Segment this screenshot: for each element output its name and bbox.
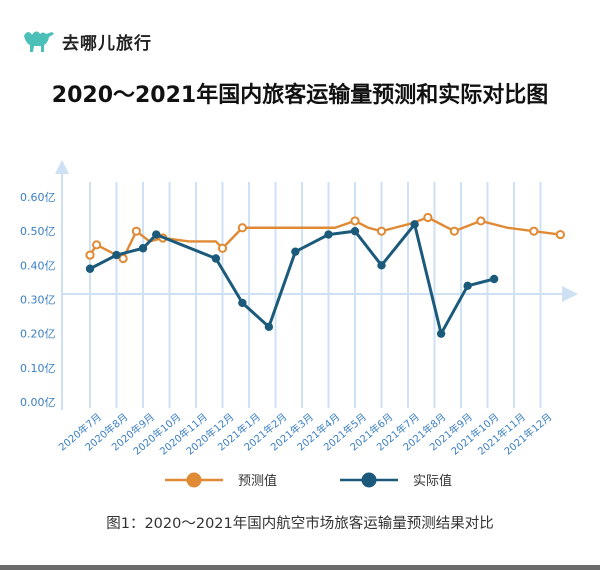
data-point-forecast xyxy=(217,243,228,253)
legend-label-actual: 实际值 xyxy=(413,473,452,489)
data-point-actual xyxy=(152,230,161,239)
data-point-forecast xyxy=(423,212,433,223)
data-point-actual xyxy=(324,230,333,239)
y-axis-arrow-icon xyxy=(55,160,69,174)
data-point-forecast xyxy=(555,229,565,240)
data-point-forecast xyxy=(476,216,486,226)
data-point-actual xyxy=(350,226,360,236)
data-point-forecast xyxy=(529,226,539,236)
y-tick-label: 0.10亿 xyxy=(20,362,56,375)
legend-marker-forecast xyxy=(186,472,202,488)
y-tick-label: 0.00亿 xyxy=(20,396,56,409)
data-point-actual xyxy=(410,220,419,229)
brand-name: 去哪儿旅行 xyxy=(62,33,152,54)
y-tick-label: 0.60亿 xyxy=(20,191,56,204)
y-tick-label: 0.50亿 xyxy=(20,225,56,238)
data-point-actual xyxy=(211,254,221,263)
legend-label-forecast: 预测值 xyxy=(238,473,277,489)
x-axis-ticks: 2020年7月2020年8月2020年9月2020年10月2020年11月202… xyxy=(56,410,555,457)
data-point-actual xyxy=(436,329,446,338)
data-point-actual xyxy=(291,247,300,256)
data-point-forecast xyxy=(237,223,247,233)
data-point-actual xyxy=(112,250,121,260)
brand-logo: 去哪儿旅行 xyxy=(22,26,152,56)
y-axis-ticks: 0.00亿 0.10亿 0.20亿 0.30亿 0.40亿 0.50亿 0.60亿 xyxy=(20,191,56,409)
series xyxy=(85,212,565,338)
data-point-actual xyxy=(238,298,247,308)
legend: 预测值 实际值 xyxy=(165,472,452,489)
data-point-forecast xyxy=(449,226,459,236)
data-point-actual xyxy=(489,274,499,284)
data-point-forecast xyxy=(376,226,387,236)
data-point-forecast xyxy=(85,250,95,260)
camel-logo-icon xyxy=(24,31,54,52)
grid xyxy=(55,160,578,410)
line-chart: 0.00亿 0.10亿 0.20亿 0.30亿 0.40亿 0.50亿 0.60亿 2020… xyxy=(20,160,578,489)
data-point-forecast xyxy=(131,226,141,236)
bottom-divider xyxy=(0,565,600,570)
data-point-actual xyxy=(377,261,386,270)
y-tick-label: 0.30亿 xyxy=(20,294,56,307)
data-point-forecast xyxy=(118,253,128,264)
y-tick-label: 0.20亿 xyxy=(20,328,56,341)
legend-marker-actual xyxy=(361,472,377,488)
figure-caption: 图1：2020～2021年国内航空市场旅客运输量预测结果对比 xyxy=(106,516,494,532)
y-tick-label: 0.40亿 xyxy=(20,259,56,272)
data-point-actual xyxy=(264,322,274,332)
data-point-forecast xyxy=(350,216,360,226)
data-point-actual xyxy=(463,281,472,291)
data-point-actual xyxy=(138,244,148,253)
data-point-actual xyxy=(85,264,95,273)
chart-title: 2020～2021年国内旅客运输量预测和实际对比图 xyxy=(51,83,549,108)
x-axis-arrow-icon xyxy=(562,286,578,302)
data-point-forecast xyxy=(92,240,102,250)
